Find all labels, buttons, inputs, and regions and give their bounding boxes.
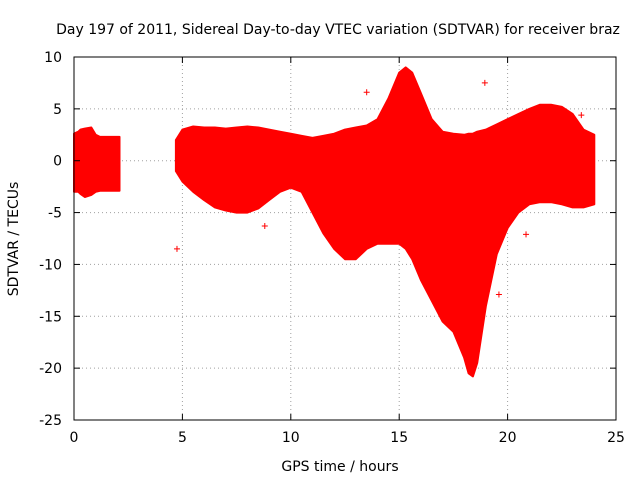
y-tick-label: -10 (39, 257, 62, 273)
sdtvar-band-segment (174, 66, 596, 378)
sdtvar-outlier-series (173, 79, 585, 298)
y-tick-label: -25 (39, 413, 62, 429)
plot-frame (73, 56, 617, 421)
sdtvar-band-series (73, 66, 596, 378)
x-tick-label: 20 (499, 430, 517, 446)
y-tick-label: 10 (44, 50, 62, 66)
chart-title: Day 197 of 2011, Sidereal Day-to-day VTE… (56, 22, 620, 38)
x-tick-label: 15 (390, 430, 408, 446)
sdtvar-band-segment (73, 126, 121, 198)
outlier-point (173, 245, 180, 252)
x-tick-label: 0 (70, 430, 79, 446)
outlier-point (495, 291, 502, 298)
axis-ticks: 0 5 10 15 20 25 10 5 0 -5 -10 -15 -20 -25 (39, 50, 625, 446)
y-tick-label: -15 (39, 309, 62, 325)
outlier-point (481, 79, 488, 86)
y-axis-label: SDTVAR / TECUs (6, 182, 22, 297)
x-tick-label: 25 (607, 430, 625, 446)
x-tick-label: 5 (178, 430, 187, 446)
y-tick-label: -20 (39, 361, 62, 377)
x-axis-label: GPS time / hours (281, 459, 398, 475)
x-tick-label: 10 (282, 430, 300, 446)
y-tick-label: 5 (53, 102, 62, 118)
outlier-point (363, 89, 370, 96)
outlier-point (261, 223, 268, 230)
outlier-point (578, 112, 585, 119)
outlier-point (523, 231, 530, 238)
y-tick-label: 0 (53, 154, 62, 170)
y-tick-label: -5 (48, 206, 62, 222)
